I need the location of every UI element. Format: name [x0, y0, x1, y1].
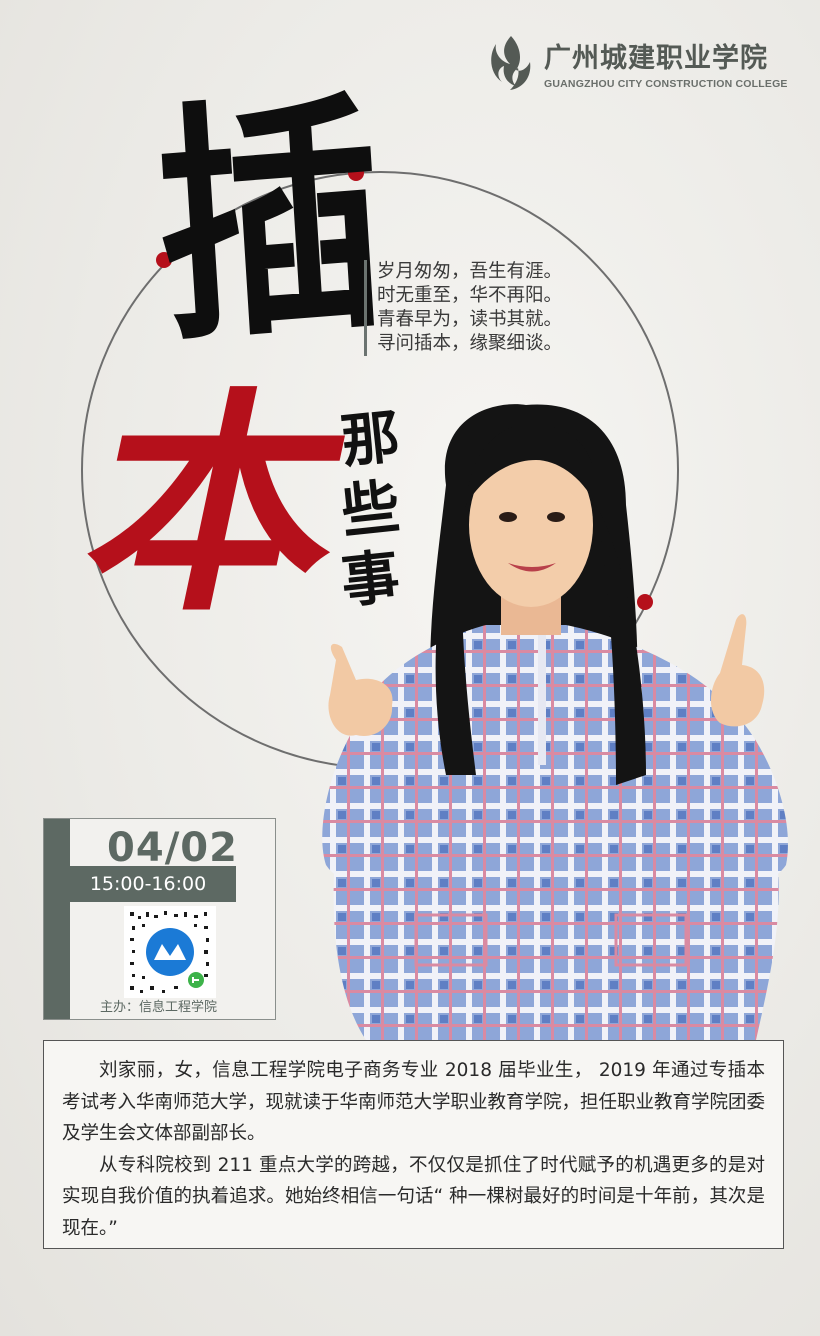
poem-line: 寻问插本，缘聚细谈。 [377, 333, 563, 354]
mini-program-qr-code-icon[interactable] [124, 906, 216, 998]
event-time: 15:00-16:00 [60, 866, 236, 902]
title-char-insert: 插 [148, 65, 392, 377]
description-paragraph: 从专科院校到 211 重点大学的跨越，不仅仅是抓住了时代赋予的机遇更多的是对实现… [62, 1154, 765, 1239]
red-dot [637, 594, 653, 610]
poem-block: 岁月匆匆，吾生有涯。 时无重至，华不再阳。 青春早为，读书其就。 寻问插本，缘聚… [364, 260, 614, 356]
red-dot [348, 165, 364, 181]
college-name-cn: 广州城建职业学院 [544, 43, 768, 74]
student-description: 刘家丽，女，信息工程学院电子商务专业 2018 届毕业生， 2019 年通过专插… [43, 1040, 784, 1249]
poem-line: 青春早为，读书其就。 [377, 309, 563, 330]
poem-line: 时无重至，华不再阳。 [377, 285, 563, 306]
card-accent-bar [44, 819, 70, 1019]
event-date: 04/02 [107, 825, 238, 871]
description-paragraph: 刘家丽，女，信息工程学院电子商务专业 2018 届毕业生， 2019 年通过专插… [62, 1060, 766, 1144]
event-host: 主办：信息工程学院 [100, 1000, 218, 1015]
college-name-en: GUANGZHOU CITY CONSTRUCTION COLLEGE [544, 78, 788, 90]
red-dot [156, 252, 172, 268]
college-logo: 广州城建职业学院 GUANGZHOU CITY CONSTRUCTION COL… [486, 30, 788, 100]
college-flame-logo-icon [491, 36, 531, 90]
student-photo [322, 404, 788, 1040]
poem-line: 岁月匆匆，吾生有涯。 [377, 261, 563, 282]
